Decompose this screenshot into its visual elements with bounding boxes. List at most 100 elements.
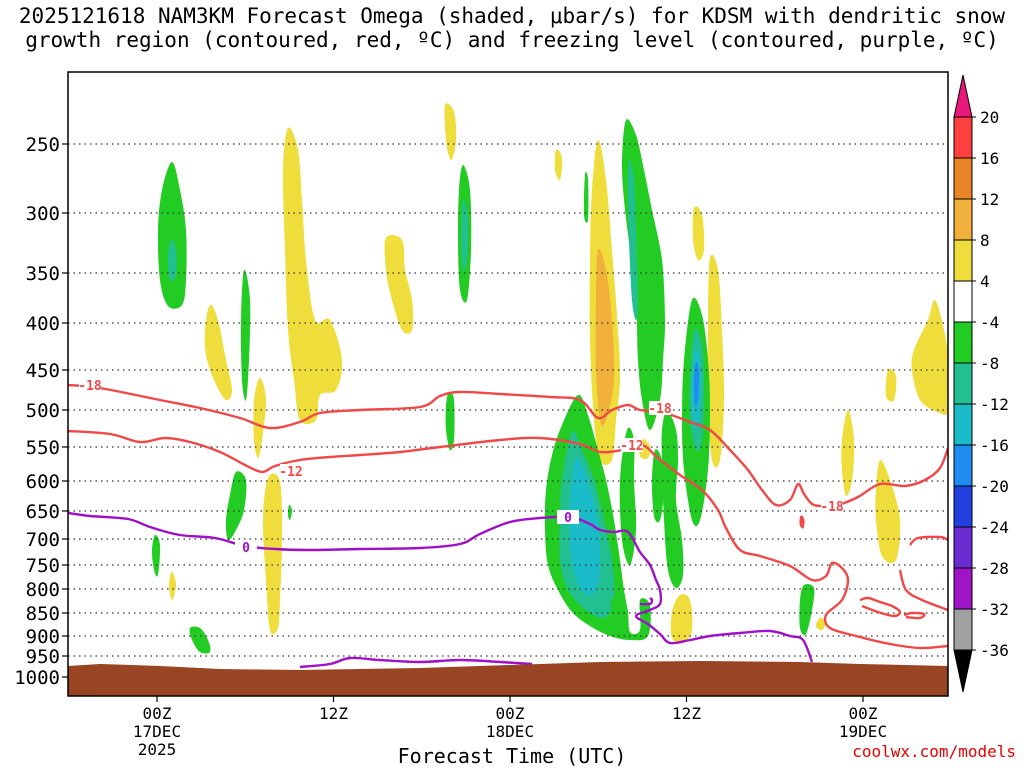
omega-area-pos8 <box>595 248 615 426</box>
x-tick-label: 19DEC <box>839 722 887 741</box>
contour-label-minus18: -18 <box>820 500 844 515</box>
omega-area-pos4 <box>554 149 563 181</box>
y-tick-label-800: 800 <box>26 579 60 601</box>
y-tick-label-950: 950 <box>26 646 60 668</box>
colorbar-swatch <box>953 485 973 528</box>
y-tick-label-900: 900 <box>26 626 60 648</box>
contour-label-minus18-bg <box>79 378 101 392</box>
y-tick-label-350: 350 <box>26 263 60 285</box>
omega-area-neg4 <box>157 162 187 309</box>
colorbar-label: -16 <box>980 436 1009 455</box>
colorbar-label: 12 <box>980 190 999 209</box>
omega-area-neg16 <box>693 361 700 407</box>
omega-area-neg8 <box>628 159 638 320</box>
contour-label-zero: 0 <box>564 511 572 526</box>
x-tick-label: 18DEC <box>486 722 534 741</box>
colorbar-swatch <box>953 280 973 323</box>
omega-area-neg4 <box>583 172 589 223</box>
contour-label-minus12-bg <box>621 438 643 452</box>
colorbar-label: -4 <box>980 313 999 332</box>
omega-area-pos4 <box>204 304 232 401</box>
contour-label-minus18: -18 <box>648 402 672 417</box>
y-tick-label-300: 300 <box>26 203 60 225</box>
omega-area-neg4 <box>287 504 293 521</box>
omega-area-neg4 <box>445 391 455 451</box>
omega-area-neg8 <box>167 239 177 282</box>
colorbar-label: -32 <box>980 600 1009 619</box>
y-tick-label-1000: 1000 <box>14 667 60 689</box>
y-tick-label-550: 550 <box>26 437 60 459</box>
omega-area-pos4 <box>911 299 948 415</box>
freezing-level-contour-line <box>299 656 533 669</box>
freezing-level-contour-line <box>639 597 654 606</box>
colorbar-swatch <box>953 116 973 159</box>
x-tick-label: 2025 <box>138 740 177 759</box>
plot-frame <box>67 71 949 697</box>
omega-area-pos4 <box>444 103 457 160</box>
surface-terrain <box>68 661 948 696</box>
omega-area-pos4 <box>670 594 693 643</box>
omega-area-neg4 <box>661 410 684 589</box>
colorbar-label: -28 <box>980 559 1009 578</box>
colorbar-swatch <box>953 239 973 282</box>
dendritic-contour-line <box>859 596 902 618</box>
colorbar-lower-triangle <box>953 649 973 693</box>
omega-area-pos4 <box>841 410 855 497</box>
x-tick-label: 00Z <box>496 704 525 723</box>
contour-label-minus12: -12 <box>279 465 302 480</box>
omega-area-neg4 <box>189 626 211 654</box>
colorbar-label: -24 <box>980 518 1009 537</box>
colorbar-label: -20 <box>980 477 1009 496</box>
dendritic-contour-line <box>903 611 926 620</box>
x-tick-label: 17DEC <box>133 722 181 741</box>
title-line-1: 2025121618 NAM3KM Forecast Omega (shaded… <box>18 4 1006 28</box>
omega-area-pos4 <box>282 127 343 425</box>
dendritic-contour-line <box>898 569 948 612</box>
omega-area-pos4 <box>692 206 705 261</box>
contour-label-minus18-bg <box>821 499 843 513</box>
title-line-2: growth region (contoured, red, ºC) and f… <box>25 28 999 52</box>
colorbar-label: 8 <box>980 231 990 250</box>
colorbar-swatch <box>953 321 973 364</box>
omega-area-neg8 <box>461 199 469 272</box>
contour-label-zero-bg <box>557 510 579 524</box>
omega-area-pos4 <box>384 235 414 334</box>
dendritic-contour-line <box>909 535 948 546</box>
y-tick-label-750: 750 <box>26 555 60 577</box>
omega-area-pos4 <box>707 254 725 468</box>
y-tick-label-450: 450 <box>26 360 60 382</box>
dendritic-contour-line <box>799 515 805 529</box>
y-tick-label-250: 250 <box>26 134 60 156</box>
omega-area-neg4 <box>225 471 247 541</box>
omega-area-pos4 <box>885 368 897 402</box>
colorbar-label: 20 <box>980 108 999 127</box>
colorbar-swatch <box>953 403 973 446</box>
contour-label-minus12-bg <box>280 464 302 478</box>
colorbar-swatch <box>953 362 973 405</box>
contour-label-minus18: -18 <box>78 379 102 394</box>
colorbar-label: 4 <box>980 272 990 291</box>
y-tick-label-400: 400 <box>26 313 60 335</box>
omega-area-neg12 <box>569 457 601 596</box>
colorbar-swatch <box>953 567 973 610</box>
x-tick-label: 00Z <box>849 704 878 723</box>
contour-label-zero: 0 <box>242 541 250 556</box>
contour-label-minus12: -12 <box>620 439 643 454</box>
y-tick-label-700: 700 <box>26 529 60 551</box>
y-tick-label-500: 500 <box>26 400 60 422</box>
colorbar-label: -36 <box>980 641 1009 660</box>
x-tick-label: 12Z <box>672 704 701 723</box>
omega-area-neg4 <box>651 449 665 523</box>
y-tick-label-650: 650 <box>26 501 60 523</box>
y-tick-label-600: 600 <box>26 471 60 493</box>
colorbar-swatch <box>953 444 973 487</box>
plot-background <box>68 72 948 696</box>
omega-area-pos4 <box>253 378 267 458</box>
y-tick-label-850: 850 <box>26 603 60 625</box>
colorbar-upper-triangle <box>953 74 973 118</box>
colorbar-swatch <box>953 198 973 241</box>
omega-area-pos4 <box>262 473 283 635</box>
colorbar-swatch <box>953 157 973 200</box>
x-tick-label: 12Z <box>319 704 348 723</box>
